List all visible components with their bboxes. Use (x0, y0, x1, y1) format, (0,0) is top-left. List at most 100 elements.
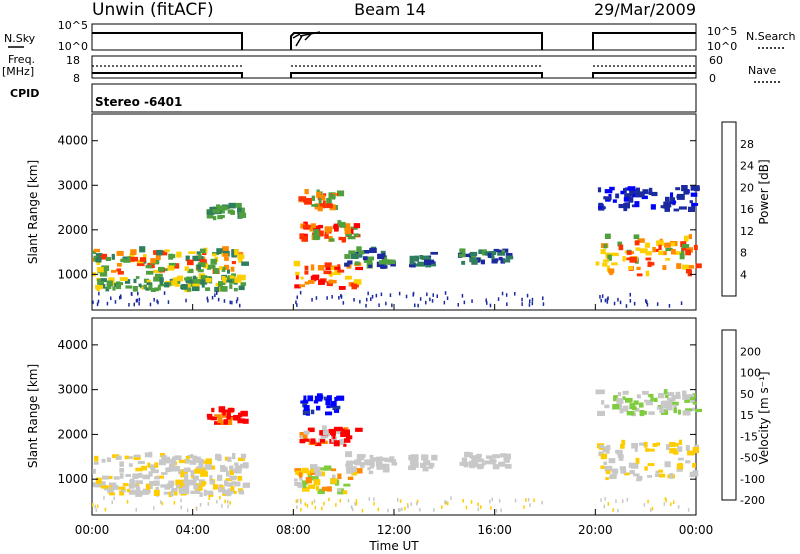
echo-cell (332, 279, 337, 284)
echo-cell (153, 250, 158, 255)
ground-scatter-cell (407, 504, 409, 509)
echo-cell (97, 281, 104, 287)
echo-cell (673, 395, 681, 400)
echo-cell (240, 453, 247, 459)
ground-scatter-cell (227, 499, 229, 504)
echo-cell (132, 473, 139, 480)
echo-cell (600, 248, 606, 255)
echo-cell (685, 249, 691, 256)
echo-cell (303, 405, 310, 411)
echo-cell (105, 256, 112, 261)
echo-cell (602, 446, 609, 453)
echo-cell (624, 202, 630, 209)
echo-cell (299, 472, 303, 478)
echo-cell (214, 414, 221, 418)
echo-cell (382, 255, 388, 261)
echo-cell (333, 426, 340, 432)
echo-cell (93, 255, 98, 262)
echo-cell (654, 248, 659, 252)
echo-cell (607, 254, 612, 261)
x-tick-label: 20:00 (578, 523, 613, 537)
echo-cell (347, 236, 356, 240)
echo-cell (656, 406, 661, 410)
ground-scatter-cell (354, 502, 356, 506)
echo-cell (347, 476, 354, 480)
echo-cell (326, 405, 331, 409)
echo-cell (117, 271, 124, 275)
echo-cell (358, 250, 365, 255)
ground-scatter-cell (673, 500, 675, 504)
ground-scatter-cell (92, 503, 94, 507)
echo-cell (348, 250, 356, 254)
echo-cell (233, 415, 241, 421)
echo-cell (664, 206, 670, 212)
ground-scatter-cell (431, 299, 434, 303)
echo-cell (682, 264, 689, 270)
echo-cell (464, 253, 471, 257)
echo-cell (101, 265, 110, 271)
echo-cell (179, 488, 186, 494)
echo-cell (130, 483, 137, 488)
echo-cell (226, 470, 230, 477)
echo-cell (423, 460, 431, 466)
echo-cell (234, 481, 241, 487)
echo-cell (341, 237, 347, 242)
ground-scatter-cell (111, 500, 113, 505)
x-tick-label: 00:00 (75, 523, 110, 537)
cpid-value: Stereo -6401 (95, 95, 182, 109)
ground-scatter-cell (153, 506, 155, 510)
echo-cell (685, 445, 690, 451)
echo-cell (345, 233, 352, 237)
echo-cell (381, 457, 389, 462)
echo-cell (120, 282, 124, 286)
echo-cell (220, 466, 228, 472)
echo-cell (633, 473, 640, 477)
echo-cell (469, 452, 473, 458)
echo-cell (676, 467, 683, 472)
ground-scatter-cell (446, 296, 449, 300)
echo-cell (227, 408, 235, 413)
echo-cell (658, 250, 664, 256)
echo-cell (606, 444, 611, 451)
echo-cell (213, 216, 217, 221)
ground-scatter-cell (668, 304, 671, 308)
echo-cell (109, 492, 116, 496)
echo-cell (325, 411, 333, 416)
echo-cell (180, 471, 185, 478)
echo-cell (317, 265, 325, 271)
echo-cell (116, 283, 122, 290)
echo-cell (617, 392, 622, 397)
ground-scatter-cell (477, 507, 480, 512)
echo-cell (150, 258, 156, 264)
echo-cell (207, 210, 215, 215)
echo-cell (431, 454, 438, 461)
echo-cell (172, 488, 178, 491)
ground-scatter-cell (173, 501, 176, 505)
echo-cell (222, 246, 229, 253)
echo-cell (316, 191, 322, 198)
colorbar-tick-label: 200 (740, 345, 761, 358)
echo-cell (198, 253, 202, 259)
echo-cell (210, 417, 217, 421)
echo-cell (211, 465, 216, 470)
echo-cell (637, 191, 645, 198)
echo-cell (317, 393, 323, 399)
echo-cell (138, 472, 143, 478)
echo-cell (675, 391, 681, 395)
echo-cell (369, 247, 377, 253)
echo-cell (228, 202, 236, 209)
ground-scatter-cell (156, 299, 158, 303)
echo-cell (180, 492, 187, 496)
ground-scatter-cell (457, 303, 459, 307)
echo-cell (233, 490, 237, 494)
echo-cell (218, 281, 223, 287)
echo-cell (659, 238, 663, 242)
ground-scatter-cell (489, 499, 491, 504)
echo-cell (598, 389, 605, 395)
echo-cell (125, 279, 131, 284)
echo-cell (124, 455, 130, 460)
ground-scatter-cell (95, 508, 98, 512)
ground-scatter-cell (542, 302, 545, 306)
echo-cell (164, 268, 168, 272)
echo-cell (226, 415, 231, 420)
